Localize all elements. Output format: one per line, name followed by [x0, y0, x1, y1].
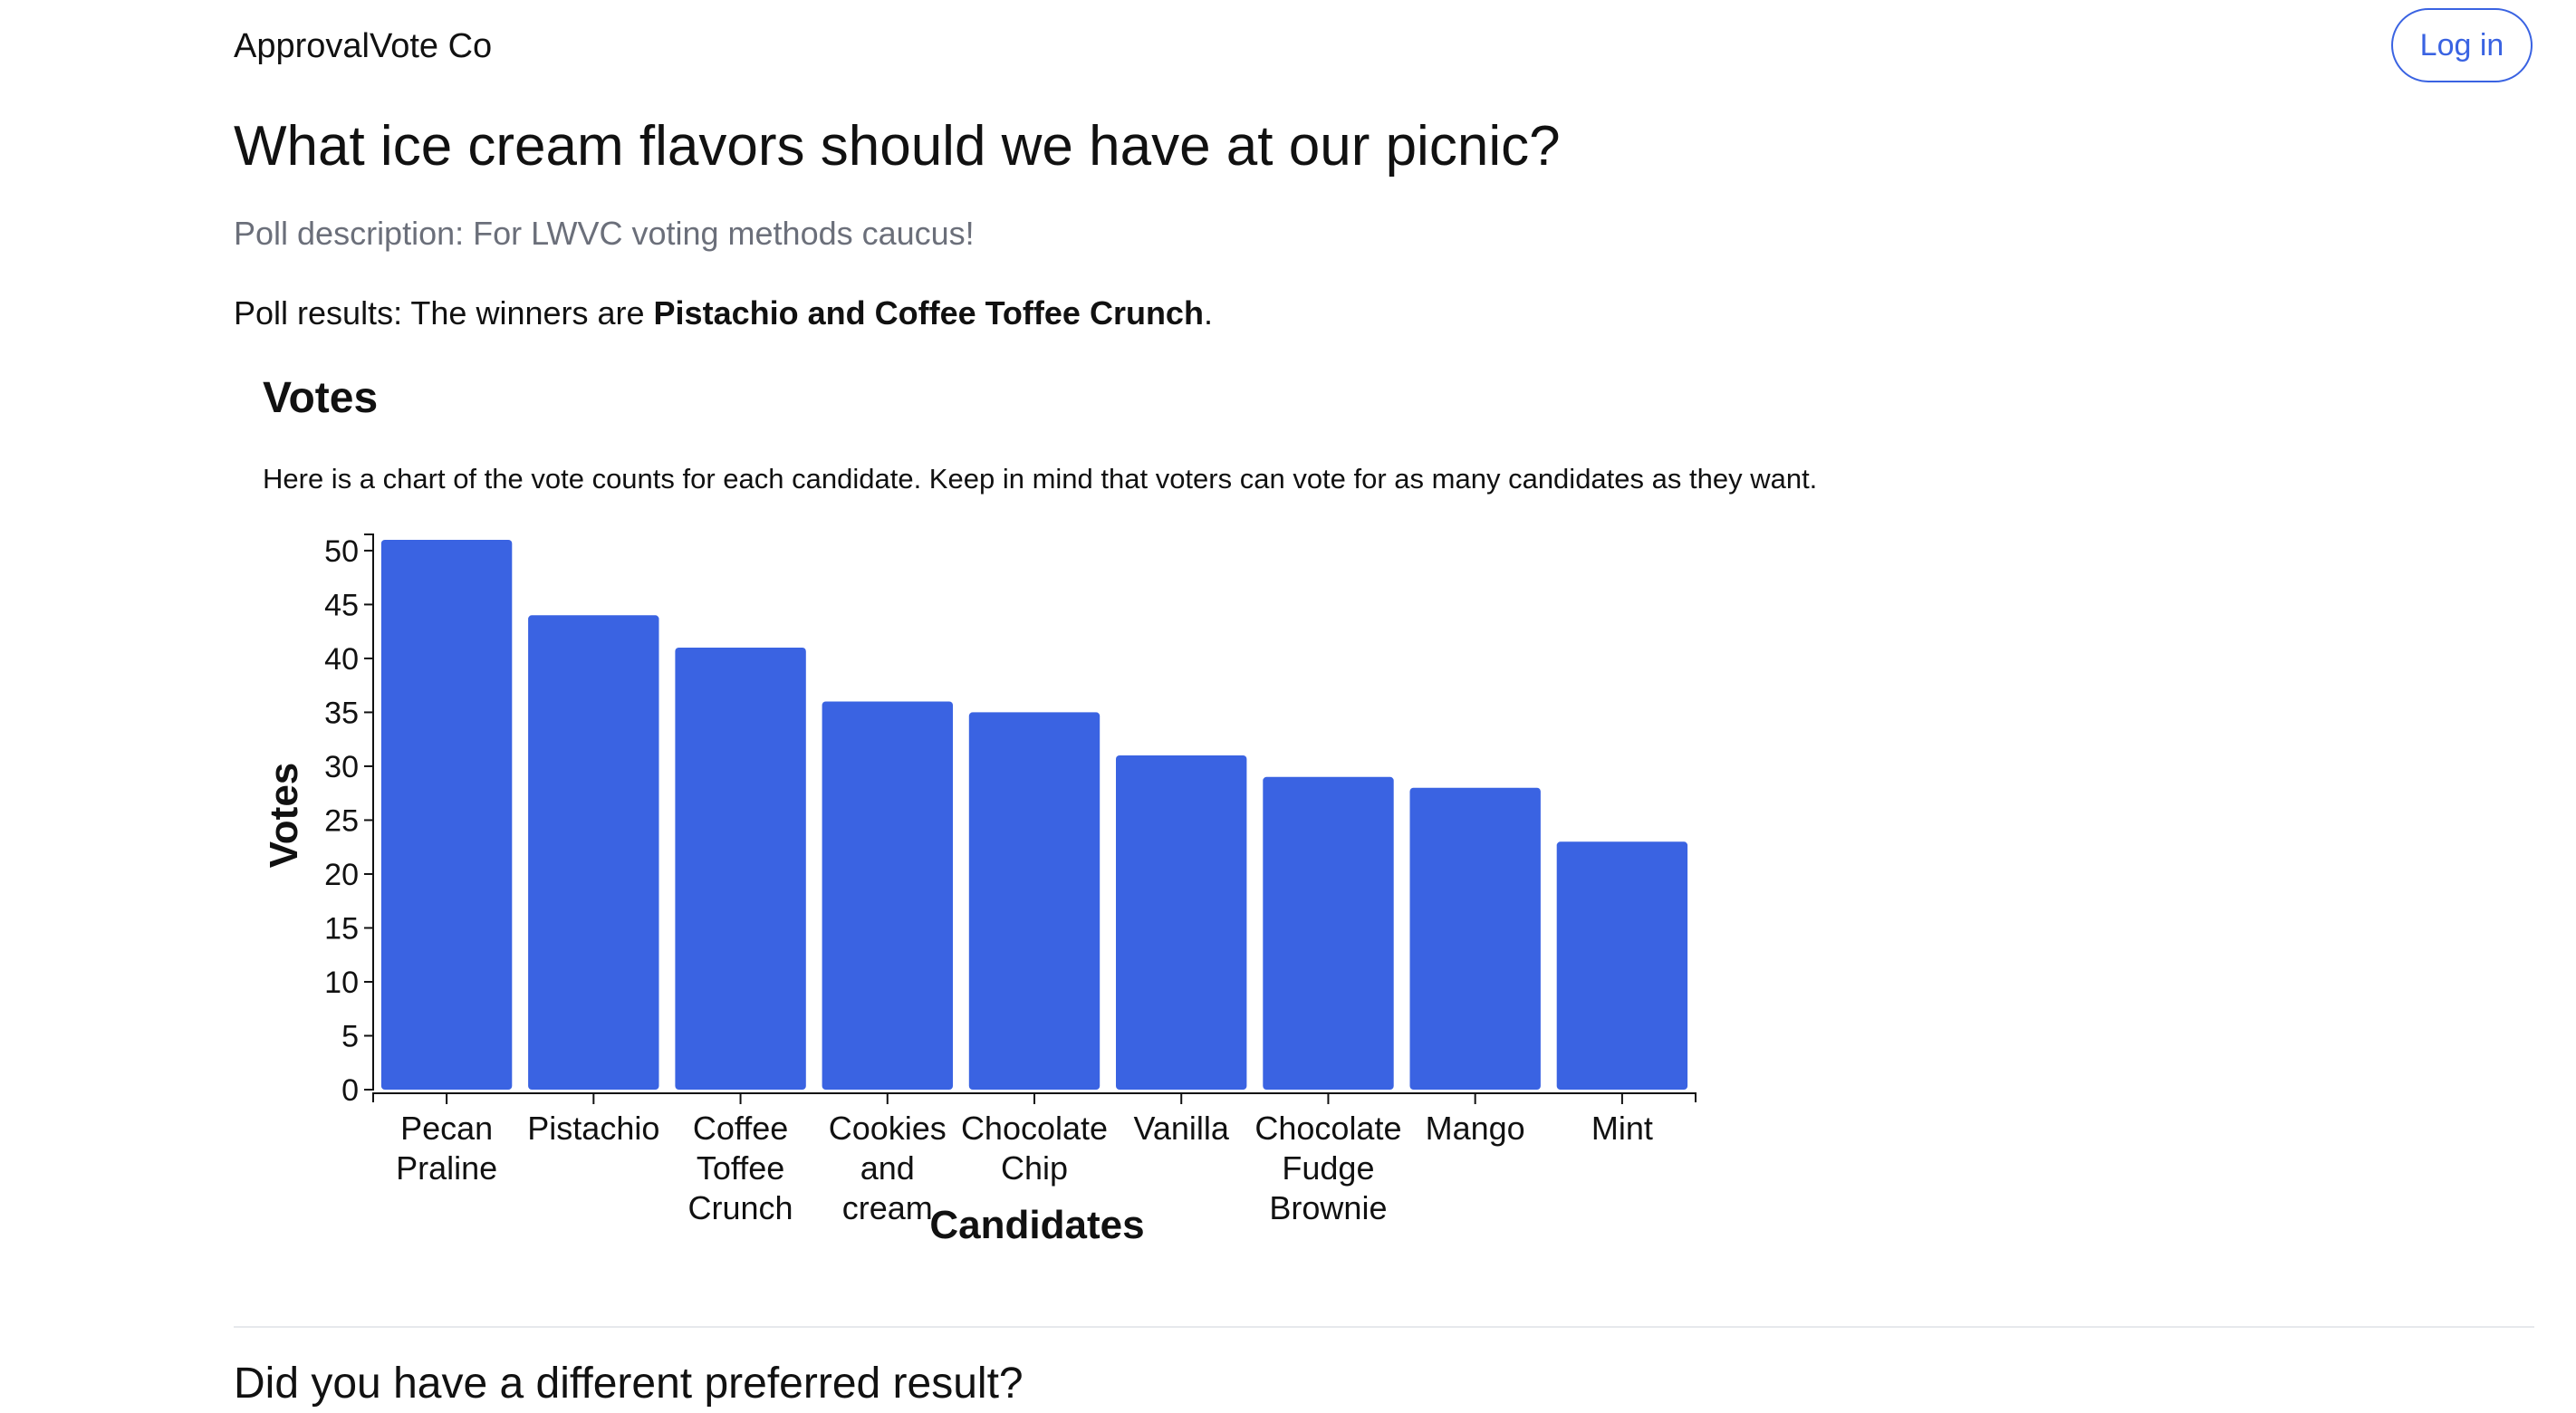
x-tick-label-line: Crunch — [688, 1189, 793, 1226]
bar — [1116, 755, 1247, 1090]
x-tick-label: Mango — [1426, 1110, 1525, 1147]
votes-heading: Votes — [263, 374, 379, 422]
y-tick-label: 15 — [324, 911, 359, 946]
x-tick-label: Cookies and cream — [829, 1110, 947, 1226]
page-title: What ice cream flavors should we have at… — [234, 115, 1561, 178]
y-tick-label: 40 — [324, 642, 359, 677]
x-tick-label-line: Coffee — [693, 1110, 788, 1147]
x-tick-label: Mint — [1591, 1110, 1653, 1147]
x-tick-label-line: Brownie — [1269, 1189, 1387, 1226]
brand-name: ApprovalVote Co — [234, 27, 493, 65]
y-tick-label: 25 — [324, 803, 359, 838]
x-tick-label: Chocolate Fudge Brownie — [1254, 1110, 1401, 1226]
x-tick-label-line: and — [860, 1149, 915, 1187]
y-axis-line — [364, 533, 374, 1091]
x-tick-label-line: Praline — [396, 1149, 497, 1187]
y-tick-label: 50 — [324, 534, 359, 569]
bar — [528, 615, 659, 1090]
x-tick-label-line: Mint — [1591, 1110, 1653, 1147]
y-axis-title: Votes — [262, 763, 306, 869]
x-tick-label-line: Vanilla — [1134, 1110, 1230, 1147]
x-tick-label-line: Cookies — [829, 1110, 947, 1147]
poll-results-winners: Pistachio and Coffee Toffee Crunch — [653, 294, 1204, 332]
x-tick-label-line: Chocolate — [961, 1110, 1108, 1147]
login-button[interactable]: Log in — [2391, 8, 2533, 82]
x-tick-label: Vanilla — [1134, 1110, 1230, 1147]
bar — [1263, 776, 1394, 1090]
x-tick-label-line: Pistachio — [527, 1110, 659, 1147]
x-tick-label-line: Pecan — [400, 1110, 493, 1147]
bar — [1556, 841, 1688, 1090]
section-divider — [234, 1326, 2534, 1328]
bar — [1409, 787, 1541, 1090]
x-tick-label-line: Chip — [1001, 1149, 1068, 1187]
x-tick-label: Pecan Praline — [396, 1110, 497, 1187]
bar — [380, 540, 513, 1090]
poll-results-prefix: Poll results: The winners are — [234, 294, 654, 332]
bar — [822, 701, 953, 1090]
y-tick-label: 30 — [324, 750, 359, 784]
y-tick-label: 45 — [324, 588, 359, 622]
y-tick-label: 5 — [341, 1019, 359, 1053]
poll-results: Poll results: The winners are Pistachio … — [234, 292, 1213, 335]
x-tick-label-line: Chocolate — [1254, 1110, 1401, 1147]
y-tick-label: 20 — [324, 858, 359, 892]
bar — [675, 648, 806, 1090]
poll-description: Poll description: For LWVC voting method… — [234, 215, 975, 252]
bar — [968, 712, 1101, 1090]
chart-note: Here is a chart of the vote counts for e… — [263, 463, 1818, 495]
y-tick-label: 0 — [341, 1073, 359, 1108]
x-tick-label-line: Fudge — [1282, 1149, 1374, 1187]
x-tick-label: Pistachio — [527, 1110, 659, 1147]
x-tick-label-line: cream — [842, 1189, 933, 1226]
vote-count-chart: 0 5 10 15 20 25 30 35 40 45 50 Pecan Praline Pistachi… — [262, 533, 1697, 1247]
x-tick-label: Coffee Toffee Crunch — [688, 1110, 793, 1226]
different-result-heading: Did you have a different preferred resul… — [234, 1360, 1024, 1408]
x-tick-label-line: Toffee — [697, 1149, 784, 1187]
x-tick-label: Chocolate Chip — [961, 1110, 1108, 1187]
poll-results-suffix: . — [1203, 294, 1213, 332]
y-tick-label: 10 — [324, 966, 359, 1000]
y-tick-label: 35 — [324, 696, 359, 730]
x-tick-label-line: Mango — [1426, 1110, 1525, 1147]
x-axis-title: Candidates — [929, 1203, 1144, 1247]
